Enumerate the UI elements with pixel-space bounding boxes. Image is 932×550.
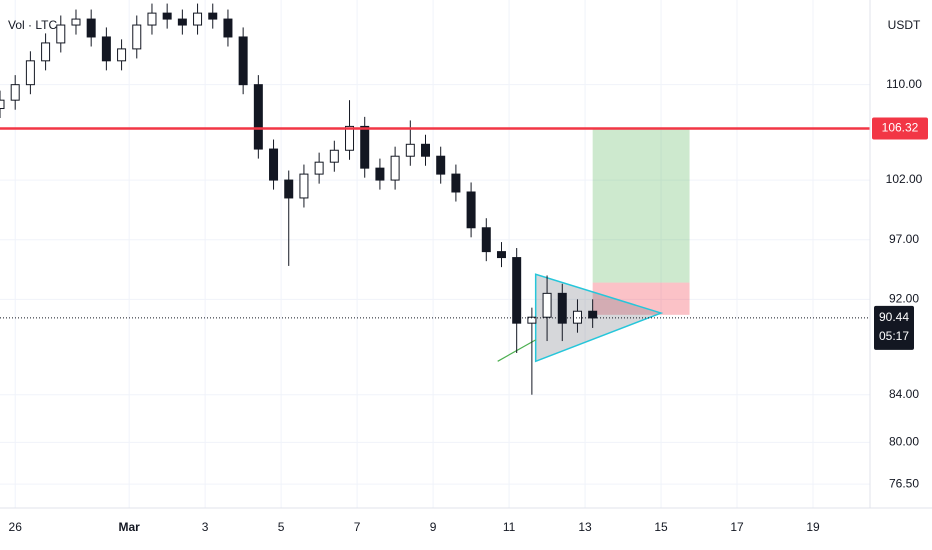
candle-body	[238, 36, 248, 86]
candle-body	[405, 143, 415, 157]
last-price-label: 90.44	[879, 310, 909, 324]
y-tick-label: 102.00	[886, 172, 923, 186]
x-tick-label: 19	[806, 520, 820, 534]
candle-body	[436, 155, 446, 175]
x-tick-label: Mar	[118, 520, 140, 534]
countdown-label: 05:17	[879, 329, 909, 343]
x-tick-label: 3	[202, 520, 209, 534]
candle-body	[223, 18, 233, 38]
candle-body	[496, 251, 506, 259]
candle-body	[86, 18, 96, 38]
x-tick-label: 5	[278, 520, 285, 534]
candle-body	[208, 12, 218, 20]
candle-body	[557, 292, 567, 324]
candle-body	[481, 227, 491, 253]
candle-body	[101, 36, 111, 62]
last-price-bg	[874, 305, 914, 350]
y-tick-label: 92.00	[889, 291, 919, 305]
x-tick-label: 9	[430, 520, 437, 534]
y-tick-label: 76.50	[889, 476, 919, 490]
candle-body	[177, 18, 187, 26]
candle-body	[162, 12, 172, 20]
candle-body	[360, 125, 370, 169]
x-tick-label: 13	[578, 520, 592, 534]
candle-body	[390, 155, 400, 181]
y-tick-label: 84.00	[889, 387, 919, 401]
candle-body	[41, 42, 51, 62]
currency-label: USDT	[888, 18, 921, 32]
candle-body	[329, 149, 339, 163]
candle-body	[10, 84, 20, 101]
candle-body	[512, 257, 522, 324]
candle-body	[527, 316, 537, 324]
candle-body	[466, 191, 476, 229]
x-tick-label: 17	[730, 520, 744, 534]
candle-body	[375, 167, 385, 181]
plot-area	[0, 3, 870, 395]
candle-body	[542, 292, 552, 318]
resistance-label-bg	[872, 117, 928, 140]
candle-body	[269, 148, 279, 181]
grid	[0, 0, 870, 508]
stop-zone	[592, 282, 690, 315]
candle-body	[25, 60, 35, 86]
target-zone	[592, 128, 690, 283]
candle-body	[132, 24, 142, 50]
resistance-label: 106.32	[882, 121, 919, 135]
y-tick-label: 97.00	[889, 232, 919, 246]
candle-body	[71, 18, 81, 26]
candle-body	[193, 12, 203, 26]
y-tick-label: 80.00	[889, 435, 919, 449]
candle-body	[572, 310, 582, 324]
x-tick-label: 15	[654, 520, 668, 534]
axes: 110.00 102.00 97.00 92.00 84.00 80.00 76.50 26 M…	[9, 77, 928, 534]
x-tick-label: 11	[503, 520, 516, 534]
x-tick-label: 26	[9, 520, 23, 534]
y-tick-label: 110.00	[886, 77, 922, 91]
candle-body	[345, 125, 355, 151]
candle-body	[147, 12, 157, 26]
candle-body	[0, 99, 5, 110]
candle-body	[588, 310, 598, 319]
legend-text: Vol · LTC	[8, 18, 57, 32]
candle-body	[117, 48, 127, 62]
candle-body	[314, 161, 324, 175]
x-tick-label: 7	[354, 520, 361, 534]
candle-body	[253, 84, 263, 150]
candle-body	[284, 179, 294, 199]
candle-body	[299, 173, 309, 199]
candle-body	[56, 24, 66, 44]
candle-body	[451, 173, 461, 193]
candle-body	[421, 143, 431, 157]
